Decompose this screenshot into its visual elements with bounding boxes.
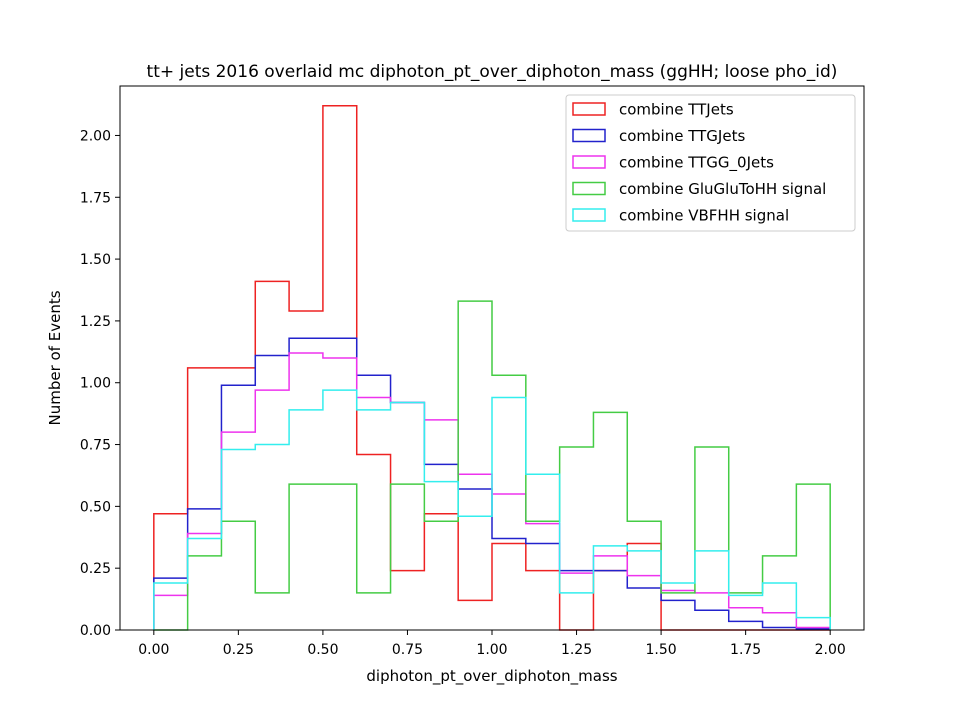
legend-items: combine TTJets combine TTGJets combine TTG… (572, 101, 826, 225)
legend-label-4: combine VBFHH signal (619, 207, 789, 225)
x-tick-label: 1.50 (646, 642, 677, 658)
legend-swatch-0 (572, 102, 606, 116)
legend-label-3: combine GluGluToHH signal (619, 180, 826, 198)
x-tick-label: 2.00 (815, 642, 846, 658)
series-line-4 (153, 389, 831, 630)
legend-swatch-4 (572, 208, 606, 222)
legend-swatch-2 (572, 155, 606, 169)
x-tick-label: 0.25 (223, 642, 254, 658)
y-tick-label: 0.50 (80, 499, 111, 515)
legend-label-0: combine TTJets (619, 101, 734, 119)
x-tick-label: 0.75 (392, 642, 423, 658)
y-tick-label: 0.00 (80, 623, 111, 639)
y-tick-label: 1.00 (80, 376, 111, 392)
y-tick-label: 0.75 (80, 438, 111, 454)
x-tick-label: 1.75 (730, 642, 761, 658)
x-tick-label: 1.25 (561, 642, 592, 658)
x-axis-ticks: 0.00 0.25 0.50 0.75 1.00 1.25 1.50 1.75 2.00 (138, 630, 846, 658)
legend-label-2: combine TTGG_0Jets (619, 154, 774, 173)
legend-swatch-1 (572, 128, 606, 143)
x-axis-label: diphoton_pt_over_diphoton_mass (366, 667, 617, 686)
y-axis-label: Number of Events (46, 290, 64, 425)
legend: combine TTJets combine TTGJets combine TTG… (565, 94, 856, 232)
series-layer (153, 105, 831, 631)
y-axis-ticks: 0.00 0.25 0.50 0.75 1.00 1.25 1.50 1.75 2.00 (80, 128, 120, 639)
y-tick-label: 1.75 (80, 190, 111, 206)
x-tick-label: 0.50 (307, 642, 338, 658)
chart-title: tt+ jets 2016 overlaid mc diphoton_pt_ov… (147, 62, 838, 82)
legend-label-1: combine TTGJets (619, 127, 745, 145)
x-tick-label: 0.00 (138, 642, 169, 658)
legend-swatch-3 (572, 181, 606, 196)
series-line-3 (153, 300, 831, 631)
y-tick-label: 0.25 (80, 561, 111, 577)
y-tick-label: 1.25 (80, 314, 111, 330)
y-tick-label: 1.50 (80, 252, 111, 268)
plot-area (119, 85, 865, 631)
y-tick-label: 2.00 (80, 128, 111, 144)
legend-box (565, 94, 856, 232)
x-tick-label: 1.00 (476, 642, 507, 658)
